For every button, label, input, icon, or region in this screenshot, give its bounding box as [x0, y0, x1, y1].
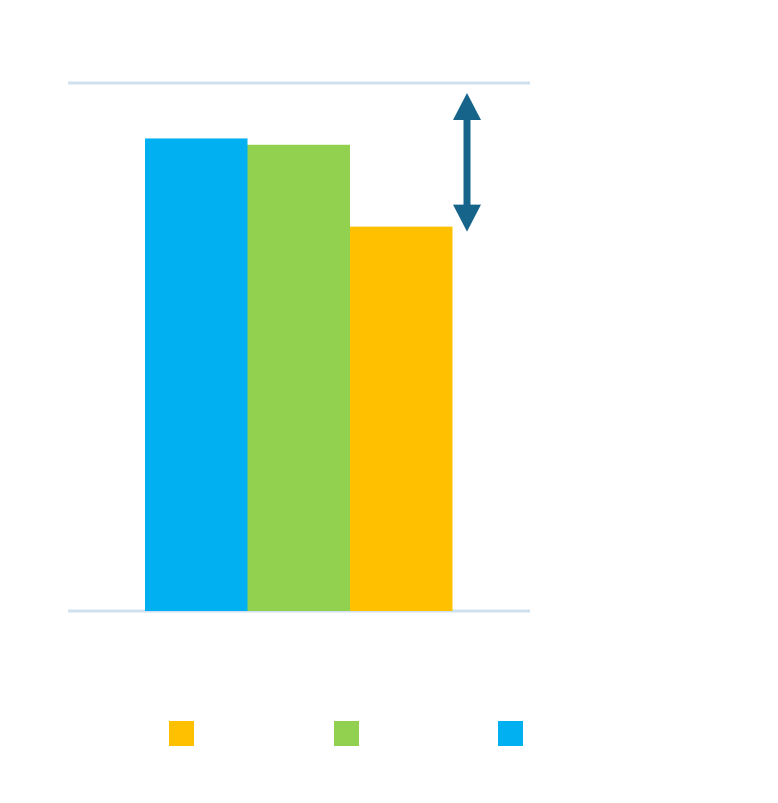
gap-annotation	[453, 93, 481, 232]
bar-1	[145, 138, 248, 611]
gap-arrow-head-up	[453, 93, 481, 120]
bar-3	[350, 226, 453, 611]
legend-swatch-3	[169, 721, 194, 746]
legend-swatch-2	[334, 721, 359, 746]
bars	[145, 138, 453, 611]
legend-swatch-1	[498, 721, 523, 746]
gap-arrow-head-down	[453, 204, 481, 232]
legend	[169, 721, 523, 746]
bar-2	[247, 144, 350, 611]
